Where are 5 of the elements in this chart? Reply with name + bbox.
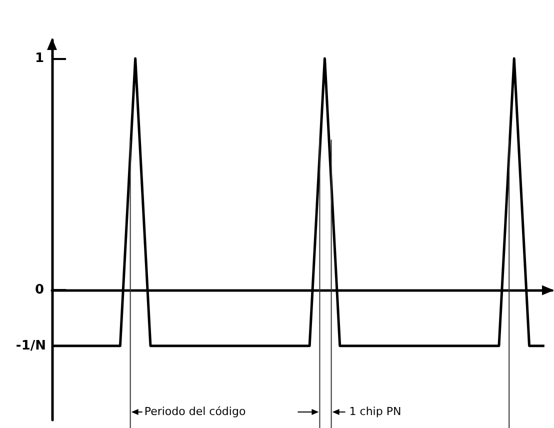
annotation: Periodo del código (144, 405, 246, 418)
y-tick-label: 0 (34, 282, 44, 298)
text: -1/N (16, 338, 46, 354)
annotation: 1 chip PN (349, 405, 402, 418)
y-tick-label: 1 (34, 51, 44, 66)
